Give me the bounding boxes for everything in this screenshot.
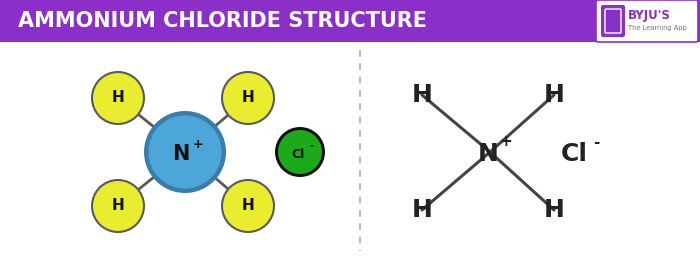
FancyBboxPatch shape [596, 0, 698, 42]
Text: H: H [241, 198, 254, 213]
Circle shape [92, 180, 144, 232]
Text: The Learning App: The Learning App [628, 25, 687, 31]
Circle shape [222, 180, 274, 232]
Text: AMMONIUM CHLORIDE STRUCTURE: AMMONIUM CHLORIDE STRUCTURE [18, 11, 427, 31]
Text: +: + [193, 138, 203, 150]
Text: H: H [241, 90, 254, 105]
Text: H: H [412, 83, 433, 107]
Text: +: + [500, 134, 512, 149]
Circle shape [147, 114, 223, 190]
Text: -: - [310, 141, 314, 151]
Text: H: H [111, 90, 125, 105]
Text: BYJU'S: BYJU'S [628, 9, 671, 21]
Text: H: H [412, 198, 433, 222]
Text: N: N [477, 142, 498, 166]
Text: Cl: Cl [561, 142, 587, 166]
FancyBboxPatch shape [0, 0, 700, 42]
Text: -: - [593, 134, 599, 149]
Text: H: H [544, 198, 564, 222]
Circle shape [92, 72, 144, 124]
Text: H: H [544, 83, 564, 107]
Circle shape [144, 111, 226, 193]
Circle shape [278, 130, 322, 174]
FancyBboxPatch shape [601, 5, 625, 37]
Text: H: H [111, 198, 125, 213]
Text: N: N [172, 144, 190, 164]
Circle shape [222, 72, 274, 124]
Text: Cl: Cl [291, 147, 304, 161]
Circle shape [275, 127, 325, 177]
